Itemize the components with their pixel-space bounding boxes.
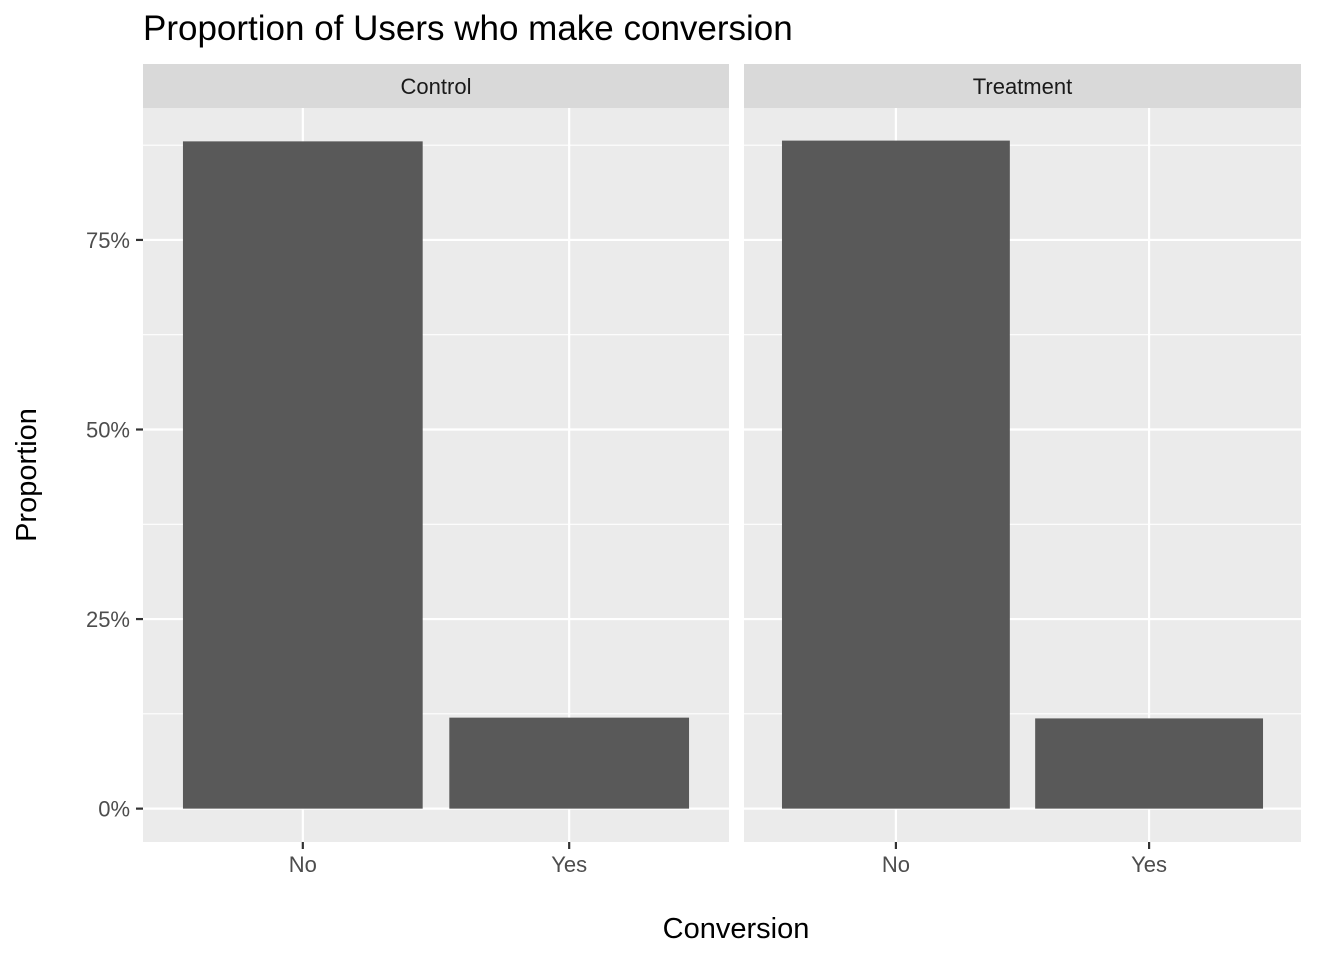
facet-strip-label: Control [401,74,472,99]
y-tick-label: 25% [86,607,130,632]
facet-strip-label: Treatment [973,74,1072,99]
facet-strip [744,64,1301,108]
x-tick-label: No [882,852,910,877]
bar-control-no [182,141,423,809]
x-tick-label: Yes [1131,852,1167,877]
facet-panels: Control No Yes Treatment No Yes [143,64,1301,877]
facet-panel-control: Control No Yes [143,64,729,877]
chart-title: Proportion of Users who make conversion [143,9,793,48]
facet-strip [143,64,729,108]
x-axis-title: Conversion [663,913,810,945]
facet-panel-treatment: Treatment No Yes [744,64,1301,877]
y-tick-label: 0% [98,797,130,822]
bar-treatment-yes [1035,718,1264,809]
bar-control-yes [449,717,690,809]
y-axis-title: Proportion [11,408,43,542]
y-axis: 0% 25% 50% 75% [86,228,143,822]
y-tick-label: 75% [86,228,130,253]
x-tick-label: Yes [551,852,587,877]
bar-treatment-no [781,140,1010,809]
y-tick-label: 50% [86,418,130,443]
x-tick-label: No [289,852,317,877]
